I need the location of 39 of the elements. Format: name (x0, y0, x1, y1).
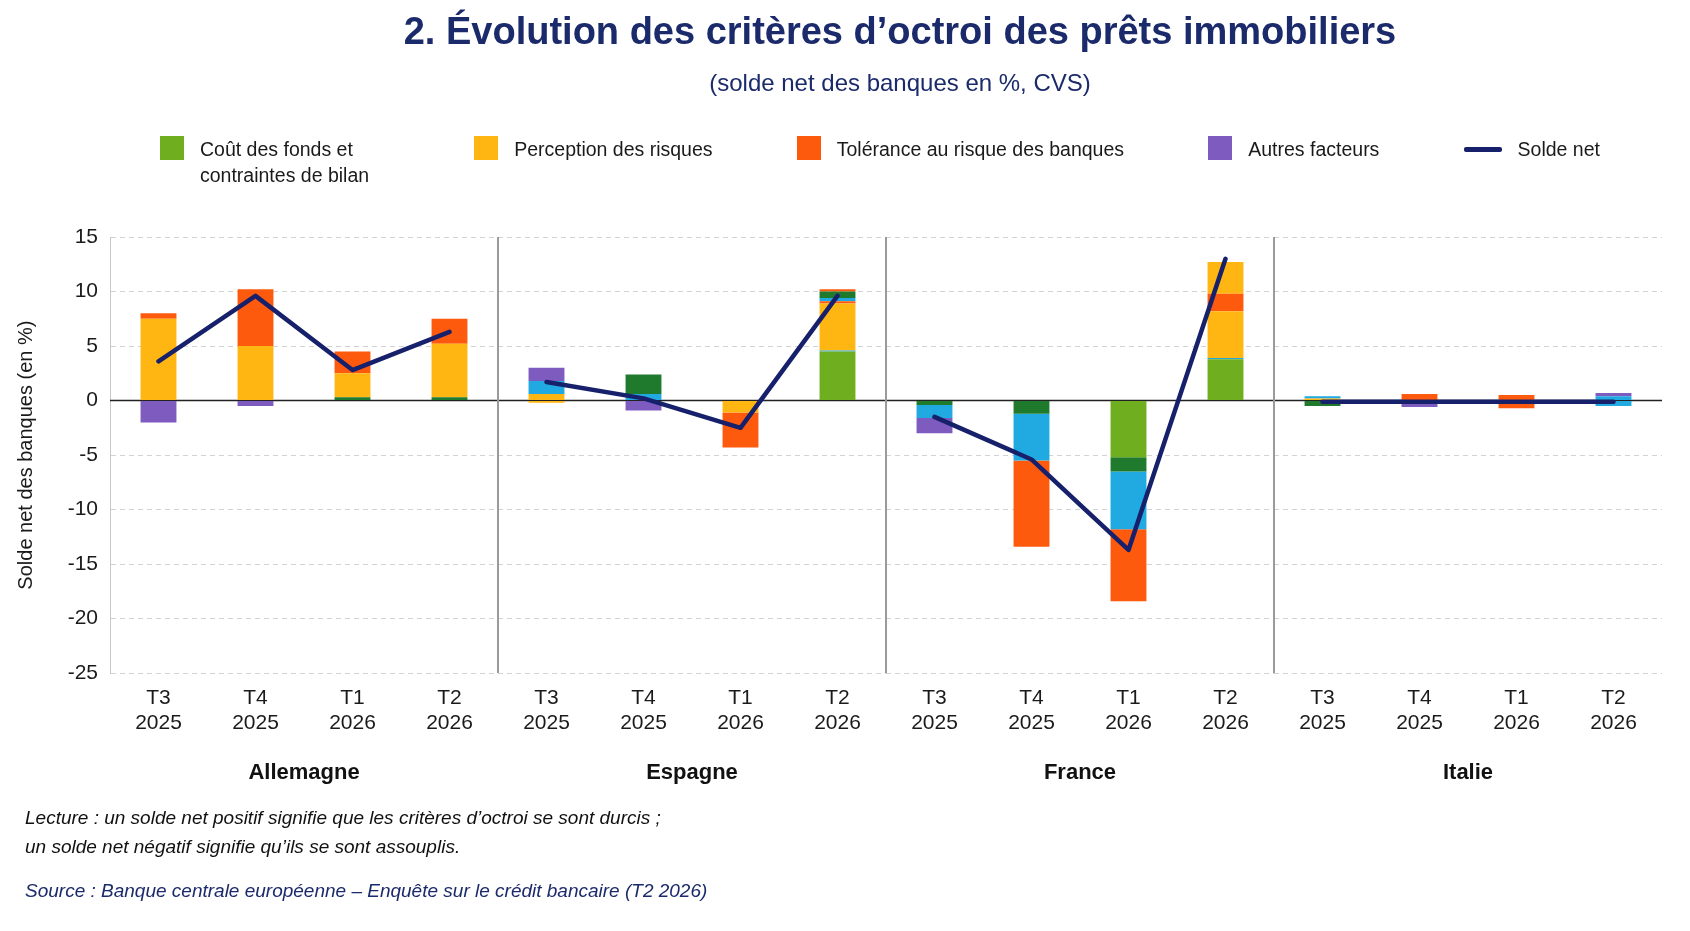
y-tick-label: -20 (67, 605, 98, 629)
x-tick-label: T3 2025 (1299, 684, 1346, 733)
x-tick-label: T2 2026 (1590, 684, 1637, 733)
legend-label: Perception des risques (514, 137, 713, 162)
legend-label: Coût des fonds et contraintes de bilan (200, 137, 371, 189)
x-axis-title: Italie (1442, 758, 1494, 784)
source-note: Source : Banque centrale européenne – Enquête sur le crédit bancaire (T2 2026) (25, 878, 709, 903)
x-tick-label: T4 2025 (1396, 684, 1443, 733)
y-tick-label: 0 (86, 387, 98, 411)
legend-label: Autres facteurs (1248, 137, 1380, 162)
x-axis-title: Allemagne (248, 758, 360, 784)
y-tick-label: -25 (67, 660, 98, 683)
y-tick-label: -5 (79, 441, 98, 465)
text: 2. Évolution des critères d’octroi des prêts immobiliers (402, 8, 1398, 53)
text: Lecture : un solde net positif signifie que les critères d’octroi se sont durcis ; un solde net négatif signifie qu’ils se sont assouplis. (25, 806, 662, 860)
x-tick-label: T4 2025 (620, 684, 667, 733)
x-tick-label: T3 2025 (523, 684, 570, 733)
x-tick-label: T1 2026 (329, 684, 376, 733)
x-tick-label: T2 2026 (1202, 684, 1249, 733)
x-tick-label: T2 2026 (426, 684, 473, 733)
y-tick-label: 10 (74, 278, 98, 302)
x-tick-label: T2 2026 (814, 684, 861, 733)
x-tick-label: T4 2025 (232, 684, 279, 733)
x-tick-label: T1 2026 (717, 684, 764, 733)
x-tick-label: T1 2026 (1105, 684, 1152, 733)
y-tick-label: 15 (74, 223, 98, 247)
x-tick-label: T3 2025 (135, 684, 182, 733)
x-tick-label: T3 2025 (911, 684, 958, 733)
y-tick-label: -15 (67, 550, 98, 574)
x-axis-title: Espagne (646, 758, 738, 784)
text: (solde net des banques en %, CVS) (708, 69, 1092, 97)
legend-label: Solde net (1517, 137, 1600, 162)
y-tick-label: -10 (67, 496, 98, 520)
y-tick-label: 5 (86, 332, 98, 356)
x-tick-label: T4 2025 (1008, 684, 1055, 733)
x-tick-label: T1 2026 (1493, 684, 1540, 733)
y-axis-title: Solde net des banques (en %) (13, 320, 36, 590)
x-axis-title: France (1043, 758, 1117, 784)
legend-label: Tolérance au risque des banques (836, 137, 1125, 162)
